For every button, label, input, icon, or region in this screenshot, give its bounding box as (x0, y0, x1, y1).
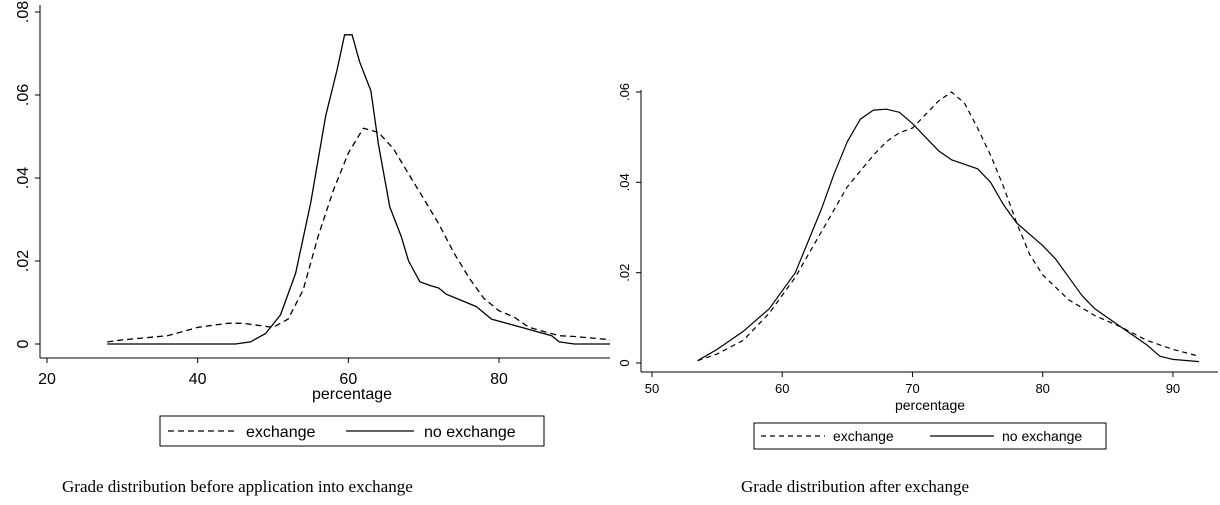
left-figure-caption: Grade distribution before application in… (62, 477, 413, 496)
left-y-tick-label: .02 (15, 250, 32, 272)
right-legend-exchange-label: exchange (833, 428, 894, 444)
right-legend-no-exchange-label: no exchange (1002, 428, 1082, 444)
left-legend-no-exchange-label: no exchange (424, 424, 516, 441)
right-x-tick-label: 90 (1166, 381, 1180, 396)
right-y-tick-label: .06 (617, 83, 632, 101)
left-x-tick-label: 40 (189, 371, 207, 388)
right-y-tick-label: .02 (617, 264, 632, 282)
chart-after-exchange: 0 .02 .04 .06 50 60 70 80 90 percentage exchang… (617, 83, 1218, 450)
left-x-tick-label: 60 (339, 371, 357, 388)
left-legend: exchange no exchange (159, 415, 545, 447)
left-y-tick-label: 0 (15, 339, 32, 348)
right-series-exchange-line (697, 91, 1200, 362)
right-x-tick-label: 80 (1035, 381, 1049, 396)
right-x-axis-label: percentage (895, 397, 965, 413)
left-series-no-exchange-line (107, 34, 610, 345)
left-legend-exchange-label: exchange (246, 424, 315, 441)
right-y-tick-label: 0 (617, 359, 632, 366)
right-x-tick-label: 70 (905, 381, 919, 396)
left-y-tick-label: .08 (15, 1, 32, 23)
right-figure-caption: Grade distribution after exchange (741, 477, 969, 496)
left-series-exchange-line (107, 127, 610, 343)
left-y-tick-label: .04 (15, 167, 32, 189)
right-x-tick-label: 50 (645, 381, 659, 396)
right-legend: exchange no exchange (753, 422, 1107, 450)
chart-before-exchange: 0 .02 .04 .06 .08 20 40 60 80 percentage exchan… (15, 1, 610, 447)
left-x-tick-label: 80 (490, 371, 508, 388)
right-series-no-exchange-line (697, 108, 1200, 363)
left-x-axis-label: percentage (312, 386, 392, 403)
right-y-tick-label: .04 (617, 173, 632, 191)
left-y-tick-label: .06 (15, 84, 32, 106)
left-x-tick-label: 20 (38, 371, 56, 388)
right-x-tick-label: 60 (775, 381, 789, 396)
